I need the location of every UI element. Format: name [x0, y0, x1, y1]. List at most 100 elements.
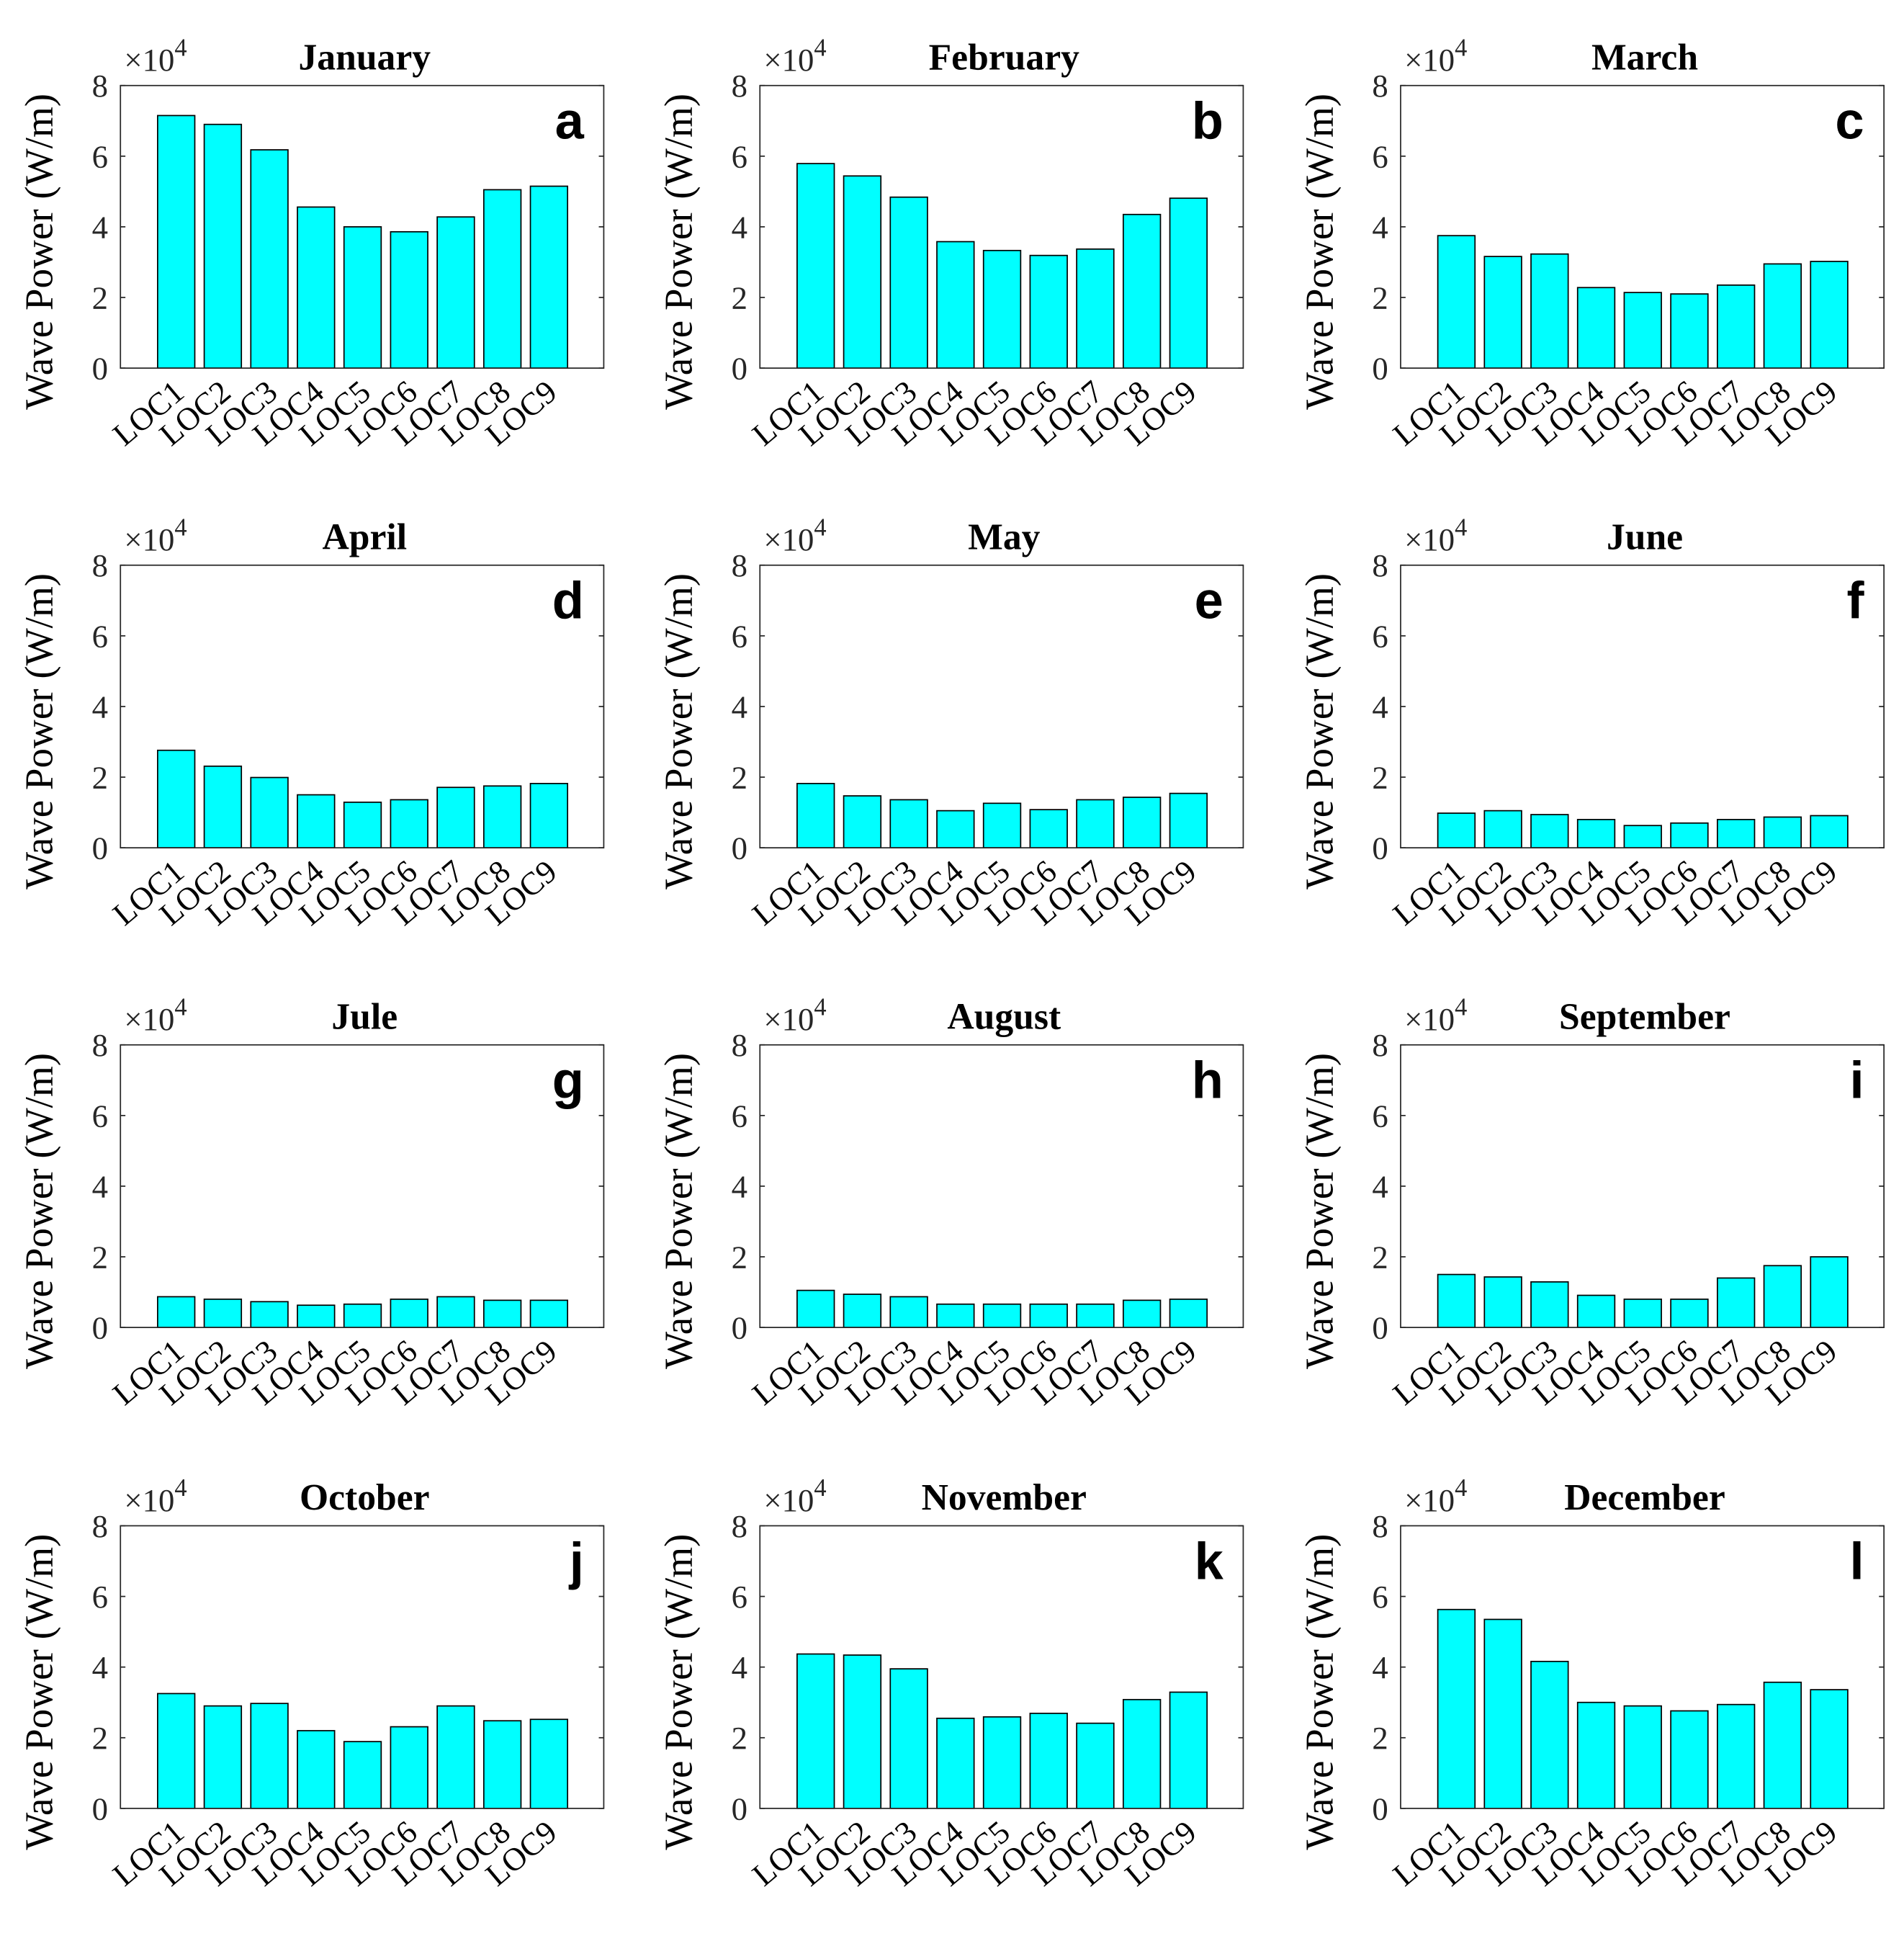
y-multiplier: ×104: [124, 514, 187, 557]
panel-letter: i: [1850, 1052, 1864, 1110]
bar-loc1: [1437, 1273, 1476, 1328]
bar-loc9: [1810, 815, 1849, 848]
bar-loc1: [157, 115, 196, 369]
y-tick-label: 8: [732, 68, 747, 104]
bar-loc7: [436, 1705, 475, 1809]
panel-title: Jule: [331, 996, 398, 1037]
y-tick-label: 6: [732, 1579, 747, 1615]
bar-loc8: [1122, 797, 1162, 848]
bar-loc3: [250, 1703, 289, 1809]
bar-loc5: [982, 1303, 1022, 1328]
bar-loc6: [390, 799, 428, 848]
bar-loc1: [796, 1653, 835, 1809]
y-multiplier: ×104: [763, 34, 826, 78]
bar-loc6: [1029, 1713, 1068, 1809]
y-tick-label: 0: [1372, 830, 1388, 866]
y-tick-label: 6: [1372, 138, 1388, 174]
y-tick-label: 4: [92, 1168, 108, 1204]
y-multiplier: ×104: [124, 993, 187, 1037]
bar-loc9: [529, 185, 569, 369]
bar-loc7: [1076, 1303, 1115, 1328]
bar-loc5: [1623, 1705, 1662, 1809]
bar-loc4: [936, 241, 975, 369]
multiplier-base: ×10: [124, 1001, 174, 1037]
bar-loc8: [1763, 1681, 1802, 1809]
bar-loc7: [1716, 284, 1756, 369]
y-multiplier: ×104: [1404, 34, 1467, 78]
bar-loc4: [1576, 819, 1616, 848]
panel-letter: b: [1192, 93, 1223, 151]
bar-loc9: [1169, 197, 1208, 369]
panel-i: LOC1LOC2LOC3LOC4LOC5LOC6LOC7LOC8LOC90246…: [1297, 993, 1885, 1412]
y-axis-label: Wave Power (W/m): [1297, 573, 1341, 889]
y-tick-label: 4: [732, 1168, 747, 1204]
y-tick-label: 2: [1372, 1720, 1388, 1756]
multiplier-exponent: 4: [1455, 34, 1467, 61]
panel-title: November: [922, 1477, 1087, 1518]
multiplier-base: ×10: [763, 1001, 814, 1037]
bar-loc7: [1716, 1277, 1756, 1328]
y-tick-label: 2: [1372, 1240, 1388, 1276]
bar-loc1: [1437, 812, 1476, 848]
bar-loc2: [1483, 256, 1522, 369]
multiplier-exponent: 4: [814, 993, 826, 1021]
y-tick-label: 0: [732, 351, 747, 387]
bar-loc1: [1437, 1608, 1476, 1809]
y-tick-label: 8: [1372, 1027, 1388, 1063]
bar-loc8: [482, 785, 522, 848]
multiplier-base: ×10: [763, 42, 814, 78]
y-axis-label: Wave Power (W/m): [657, 573, 701, 889]
multiplier-base: ×10: [124, 1482, 174, 1518]
bar-loc3: [889, 196, 928, 369]
bar-loc7: [1076, 248, 1115, 369]
y-tick-label: 8: [92, 68, 108, 104]
multiplier-exponent: 4: [814, 34, 826, 61]
multiplier-exponent: 4: [814, 514, 826, 541]
bar-loc9: [529, 1299, 569, 1328]
multiplier-exponent: 4: [1455, 993, 1467, 1021]
y-multiplier: ×104: [1404, 1474, 1467, 1518]
multiplier-base: ×10: [1404, 42, 1455, 78]
bar-loc3: [889, 1668, 928, 1809]
panel-d: LOC1LOC2LOC3LOC4LOC5LOC6LOC7LOC8LOC90246…: [17, 514, 605, 933]
bar-loc8: [482, 1299, 522, 1328]
y-tick-label: 0: [92, 351, 108, 387]
y-tick-label: 6: [92, 1579, 108, 1615]
y-tick-label: 4: [732, 1649, 747, 1685]
y-tick-label: 8: [732, 1508, 747, 1544]
bar-loc4: [1576, 1294, 1616, 1328]
panel-title: October: [300, 1477, 430, 1518]
y-tick-label: 6: [1372, 1579, 1388, 1615]
bar-loc1: [796, 1289, 835, 1328]
y-axis-label: Wave Power (W/m): [17, 1053, 61, 1369]
bar-loc5: [343, 1303, 382, 1328]
y-tick-label: 2: [92, 1240, 108, 1276]
bar-loc6: [390, 1299, 428, 1328]
y-tick-label: 2: [732, 1240, 747, 1276]
bar-loc5: [982, 249, 1022, 369]
panel-c: LOC1LOC2LOC3LOC4LOC5LOC6LOC7LOC8LOC90246…: [1297, 34, 1885, 453]
y-multiplier: ×104: [124, 1474, 187, 1518]
panel-l: LOC1LOC2LOC3LOC4LOC5LOC6LOC7LOC8LOC90246…: [1297, 1474, 1885, 1893]
y-tick-label: 0: [732, 1790, 747, 1826]
y-multiplier: ×104: [1404, 993, 1467, 1037]
bar-loc4: [297, 1304, 336, 1328]
bar-loc3: [250, 776, 289, 848]
y-axis-label: Wave Power (W/m): [17, 573, 61, 889]
y-tick-label: 0: [732, 1310, 747, 1346]
multiplier-base: ×10: [124, 521, 174, 557]
panel-title: February: [929, 37, 1079, 78]
y-tick-label: 0: [92, 1310, 108, 1346]
bar-loc9: [1810, 1689, 1849, 1809]
bar-loc7: [1076, 799, 1115, 848]
bar-loc7: [1716, 819, 1756, 848]
y-tick-label: 4: [1372, 689, 1388, 725]
y-axis-label: Wave Power (W/m): [17, 94, 61, 410]
bar-loc4: [1576, 287, 1616, 369]
panel-letter: h: [1192, 1052, 1223, 1110]
axes-box: [759, 1044, 1244, 1328]
bar-loc8: [1122, 213, 1162, 369]
panel-letter: l: [1850, 1533, 1864, 1590]
bar-loc8: [482, 1720, 522, 1809]
panel-title: September: [1559, 996, 1730, 1037]
